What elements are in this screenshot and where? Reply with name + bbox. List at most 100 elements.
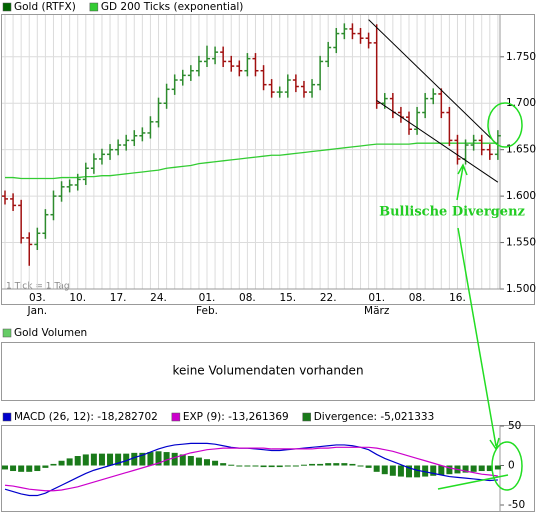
divergence-bar (123, 453, 130, 466)
divergence-bar (325, 463, 332, 466)
divergence-bar (10, 465, 17, 472)
divergence-bar (260, 465, 267, 468)
y-tick-label: -50 (508, 499, 525, 511)
month-label: März (364, 305, 390, 317)
divergence-bar (163, 452, 170, 466)
divergence-bar (155, 451, 162, 466)
divergence-bar (34, 465, 41, 472)
divergence-bar (26, 465, 33, 472)
arrow-head (457, 163, 468, 176)
legend-label: Gold (RTFX) (14, 1, 76, 13)
divergence-bar (284, 465, 291, 467)
divergence-bar (406, 465, 412, 478)
divergence-bar (147, 452, 154, 466)
legend-swatch (171, 412, 181, 422)
x-tick-label: 15. (279, 292, 296, 304)
legend-swatch (302, 412, 311, 422)
divergence-bar (389, 465, 396, 476)
divergence-bar (171, 452, 178, 466)
divergence-bar (220, 463, 227, 466)
divergence-bar (98, 453, 105, 466)
legend-label: GD 200 Ticks (exponential) (101, 1, 244, 13)
divergence-bar (357, 465, 364, 467)
divergence-bar (18, 465, 25, 472)
divergence-bar (212, 460, 219, 466)
divergence-bar (333, 463, 340, 466)
y-tick-label: 1.700 (506, 97, 536, 109)
y-tick-label: 1.500 (506, 283, 536, 295)
divergence-bar (252, 465, 259, 467)
x-tick-label: 08. (409, 292, 426, 304)
arrow-head (489, 437, 500, 451)
divergence-bar (414, 465, 421, 478)
divergence-bar (236, 465, 243, 467)
divergence-bar (115, 453, 122, 466)
volume-message: keine Volumendaten vorhanden (172, 364, 363, 378)
divergence-bar (300, 464, 307, 466)
divergence-bar (470, 465, 477, 472)
divergence-bar (462, 465, 469, 473)
divergence-bar (276, 465, 283, 468)
legend-swatch (89, 2, 99, 12)
x-tick-label: 16. (449, 292, 466, 304)
month-label: Jan. (27, 305, 48, 317)
divergence-bar (494, 465, 501, 470)
divergence-bar (438, 465, 445, 475)
y-tick-label: 1.600 (506, 190, 536, 202)
y-tick-label: 1.650 (506, 144, 536, 156)
macd-line (4, 446, 498, 492)
divergence-bar (2, 465, 8, 470)
divergence-bar (430, 465, 437, 476)
x-tick-label: 24. (150, 292, 167, 304)
divergence-bar (228, 464, 235, 466)
divergence-bar (317, 463, 324, 466)
x-tick-label: 10. (69, 292, 86, 304)
divergence-bar (292, 465, 299, 467)
month-label: Feb. (196, 305, 218, 317)
y-tick-label: 50 (508, 420, 521, 432)
divergence-bar (204, 459, 210, 466)
x-tick-label: 03. (29, 292, 46, 304)
divergence-bar (397, 465, 404, 477)
y-tick-label: 0 (508, 460, 515, 472)
divergence-bar (107, 453, 114, 466)
legend-swatch (2, 412, 12, 422)
divergence-bar (373, 465, 380, 472)
divergence-bar (82, 454, 89, 466)
price-panel-frame (1, 14, 535, 305)
divergence-bar (422, 465, 429, 477)
divergence-bar (381, 465, 388, 475)
divergence-bar (131, 452, 138, 466)
arrow-line (457, 227, 497, 447)
trend-line (368, 19, 499, 146)
divergence-bar (179, 454, 186, 466)
trend-line (376, 100, 499, 183)
divergence-bar (42, 465, 49, 468)
legend-label: MACD (26, 12): -18,282702 (14, 411, 158, 423)
legend-label: Divergence: -5,021333 (314, 411, 435, 423)
divergence-bar (58, 460, 65, 466)
divergence-bar (74, 456, 81, 466)
moving-average-line (5, 142, 498, 180)
divergence-bar (50, 463, 57, 466)
divergence-bar (90, 453, 97, 466)
legend-swatch (2, 2, 12, 12)
divergence-bar (446, 465, 453, 475)
divergence-bar (187, 456, 194, 466)
x-tick-label: 01. (199, 292, 216, 304)
divergence-bar (341, 463, 348, 466)
divergence-bar (244, 465, 251, 467)
divergence-bar (139, 452, 146, 466)
divergence-bar (486, 465, 493, 472)
x-tick-label: 22. (320, 292, 337, 304)
arrow-line (456, 166, 464, 201)
x-tick-label: 08. (239, 292, 256, 304)
divergence-bar (66, 458, 73, 466)
macd-panel-frame (1, 425, 535, 512)
divergence-bar (478, 465, 485, 472)
legend-label: Gold Volumen (14, 327, 87, 339)
y-tick-label: 1.750 (506, 51, 536, 63)
highlight-ellipse (491, 441, 523, 491)
